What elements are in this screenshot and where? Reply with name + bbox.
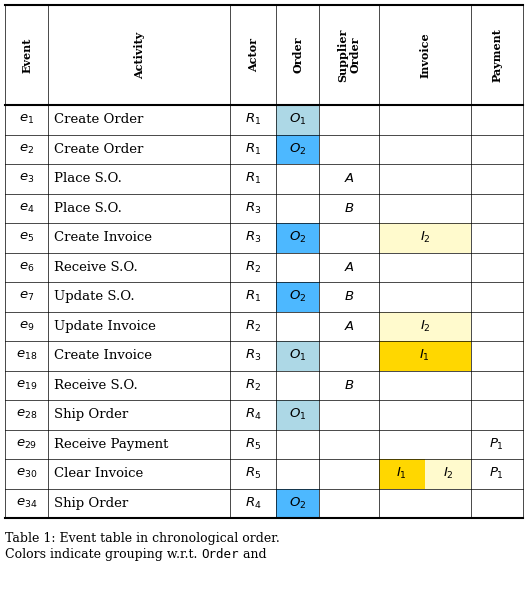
Text: Update S.O.: Update S.O. [54, 290, 135, 303]
Text: $A$: $A$ [344, 172, 354, 185]
Bar [276, 223, 319, 253]
Text: Create Invoice: Create Invoice [54, 349, 153, 362]
Bar [276, 400, 319, 430]
Text: $P_{1}$: $P_{1}$ [489, 466, 504, 481]
Text: $R_{3}$: $R_{3}$ [245, 348, 261, 364]
Text: $I_{1}$: $I_{1}$ [419, 348, 430, 364]
Text: $B$: $B$ [344, 290, 354, 303]
Text: $e_{30}$: $e_{30}$ [16, 467, 37, 481]
Text: Place S.O.: Place S.O. [54, 172, 122, 185]
Text: $e_{3}$: $e_{3}$ [19, 172, 34, 185]
Bar [379, 311, 471, 341]
Text: $e_{2}$: $e_{2}$ [19, 142, 34, 156]
Text: $e_{18}$: $e_{18}$ [16, 349, 37, 362]
Bar [276, 341, 319, 370]
Text: $R_{4}$: $R_{4}$ [245, 407, 261, 422]
Text: Update Invoice: Update Invoice [54, 320, 156, 333]
Text: Table 1: Event table in chronological order.: Table 1: Event table in chronological or… [5, 532, 280, 545]
Text: $R_{1}$: $R_{1}$ [245, 112, 261, 127]
Text: Create Invoice: Create Invoice [54, 231, 153, 244]
Text: $O_{1}$: $O_{1}$ [289, 112, 306, 127]
Bar [276, 282, 319, 311]
Text: $e_{5}$: $e_{5}$ [19, 231, 34, 244]
Text: $R_{1}$: $R_{1}$ [245, 289, 261, 304]
Text: $B$: $B$ [344, 202, 354, 215]
Text: $e_{6}$: $e_{6}$ [19, 261, 34, 274]
Text: $R_{3}$: $R_{3}$ [245, 230, 261, 245]
Text: $e_{19}$: $e_{19}$ [16, 379, 37, 392]
Text: Create Order: Create Order [54, 113, 144, 126]
Bar [276, 135, 319, 164]
Text: Ship Order: Ship Order [54, 497, 129, 510]
Text: $I_{1}$: $I_{1}$ [397, 466, 408, 481]
Text: $O_{2}$: $O_{2}$ [289, 289, 306, 304]
Text: $A$: $A$ [344, 320, 354, 333]
Text: $O_{2}$: $O_{2}$ [289, 142, 306, 157]
Bar [276, 105, 319, 135]
Text: $e_{4}$: $e_{4}$ [19, 202, 34, 215]
Text: $R_{2}$: $R_{2}$ [245, 319, 261, 334]
Text: $O_{1}$: $O_{1}$ [289, 407, 306, 422]
Text: $R_{4}$: $R_{4}$ [245, 496, 261, 511]
Text: $A$: $A$ [344, 261, 354, 274]
Text: $O_{2}$: $O_{2}$ [289, 496, 306, 511]
Text: $R_{1}$: $R_{1}$ [245, 171, 261, 186]
Bar [379, 223, 471, 253]
Text: $B$: $B$ [344, 379, 354, 391]
Text: Invoice: Invoice [419, 32, 430, 78]
Text: $I_{2}$: $I_{2}$ [420, 230, 430, 245]
Bar [379, 341, 471, 370]
Text: $O_{2}$: $O_{2}$ [289, 230, 306, 245]
Text: $R_{2}$: $R_{2}$ [245, 378, 261, 393]
Text: Activity: Activity [134, 32, 145, 79]
Text: Payment: Payment [492, 28, 503, 82]
Text: Supplier
Order: Supplier Order [337, 28, 361, 82]
Text: $P_{1}$: $P_{1}$ [489, 437, 504, 452]
Text: $R_{5}$: $R_{5}$ [245, 437, 261, 452]
Text: $e_{9}$: $e_{9}$ [19, 320, 34, 333]
Text: $O_{1}$: $O_{1}$ [289, 348, 306, 364]
Text: Receive Payment: Receive Payment [54, 438, 169, 451]
Text: $R_{3}$: $R_{3}$ [245, 201, 261, 216]
Bar [379, 459, 425, 488]
Text: Order: Order [201, 548, 239, 561]
Text: $I_{2}$: $I_{2}$ [442, 466, 454, 481]
Bar [5, 5, 523, 518]
Text: $R_{1}$: $R_{1}$ [245, 142, 261, 157]
Text: $R_{5}$: $R_{5}$ [245, 466, 261, 481]
Text: Colors indicate grouping w.r.t.: Colors indicate grouping w.r.t. [5, 548, 201, 561]
Text: Event: Event [21, 38, 32, 73]
Text: Ship Order: Ship Order [54, 408, 129, 421]
Text: Receive S.O.: Receive S.O. [54, 261, 138, 274]
Text: Receive S.O.: Receive S.O. [54, 379, 138, 391]
Text: $e_{28}$: $e_{28}$ [16, 408, 37, 421]
Text: $I_{2}$: $I_{2}$ [420, 319, 430, 334]
Bar [425, 459, 471, 488]
Text: $e_{34}$: $e_{34}$ [16, 497, 37, 510]
Text: Clear Invoice: Clear Invoice [54, 467, 144, 480]
Text: $e_{7}$: $e_{7}$ [19, 290, 34, 303]
Text: Place S.O.: Place S.O. [54, 202, 122, 215]
Text: Create Order: Create Order [54, 143, 144, 156]
Text: Order: Order [292, 37, 303, 73]
Text: Actor: Actor [248, 38, 259, 72]
Text: $R_{2}$: $R_{2}$ [245, 260, 261, 275]
Bar [276, 488, 319, 518]
Text: and: and [239, 548, 267, 561]
Text: $e_{29}$: $e_{29}$ [16, 438, 37, 451]
Text: $e_{1}$: $e_{1}$ [19, 113, 34, 126]
